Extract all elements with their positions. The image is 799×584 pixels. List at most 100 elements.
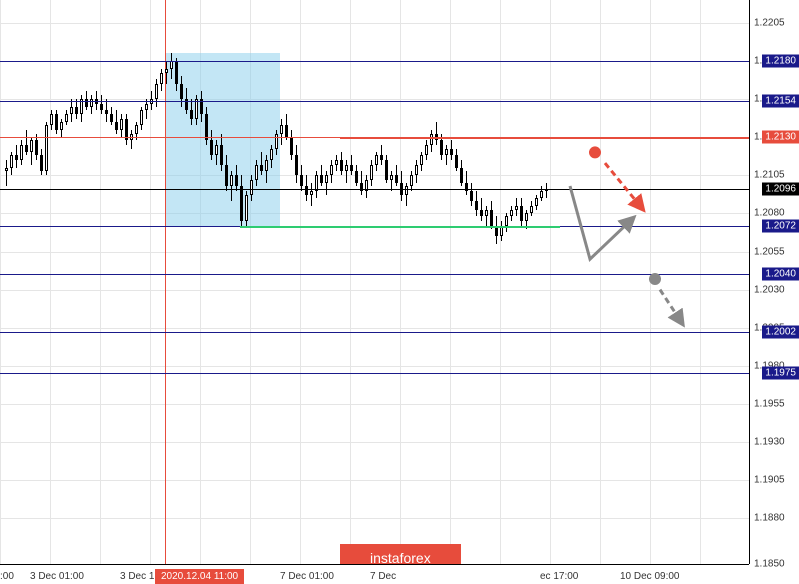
price-level-label: 1.2130 xyxy=(762,131,799,144)
candle xyxy=(220,134,223,171)
candle xyxy=(205,107,208,145)
candle xyxy=(175,58,178,92)
candle xyxy=(390,171,393,191)
price-level-label: 1.2040 xyxy=(762,268,799,281)
price-level-line xyxy=(0,373,749,374)
x-axis: :003 Dec 01:003 Dec 17 Dec 01:007 Decec … xyxy=(0,564,749,584)
candle xyxy=(370,160,373,186)
plot-area[interactable]: instaforex xyxy=(0,0,749,564)
candle xyxy=(460,160,463,186)
candle xyxy=(110,107,113,125)
candle xyxy=(430,130,433,153)
candle xyxy=(10,152,13,175)
y-tick-label: 1.2030 xyxy=(754,284,785,295)
candle xyxy=(365,175,368,198)
price-level-line xyxy=(0,101,749,102)
candle xyxy=(275,130,278,156)
date-marker: 2020.12.04 11:00 xyxy=(155,569,244,584)
x-tick-label: 7 Dec xyxy=(370,571,396,582)
candle xyxy=(510,206,513,221)
candle xyxy=(65,110,68,125)
price-level-label: 1.2180 xyxy=(762,54,799,67)
candle xyxy=(240,175,243,225)
price-level-line xyxy=(0,61,749,62)
y-tick-label: 1.2205 xyxy=(754,17,785,28)
candle xyxy=(90,95,93,115)
candle xyxy=(475,191,478,217)
candle xyxy=(385,155,388,182)
candle xyxy=(315,171,318,198)
candle xyxy=(235,165,238,191)
y-tick-label: 1.1955 xyxy=(754,398,785,409)
candle xyxy=(165,61,168,84)
candle xyxy=(420,152,423,170)
x-tick-label: 10 Dec 09:00 xyxy=(620,571,680,582)
candle xyxy=(295,145,298,183)
candle xyxy=(40,149,43,175)
candle xyxy=(225,155,228,190)
candle xyxy=(535,195,538,210)
price-level-label: 1.2096 xyxy=(762,183,799,196)
candle xyxy=(345,160,348,183)
candle xyxy=(530,201,533,216)
vertical-marker xyxy=(165,0,166,564)
price-level-label: 1.2154 xyxy=(762,94,799,107)
candle xyxy=(30,137,33,164)
candle xyxy=(500,221,503,241)
candle xyxy=(105,99,108,122)
price-level-label: 1.2002 xyxy=(762,326,799,339)
candle xyxy=(70,99,73,122)
candle xyxy=(470,183,473,206)
candle xyxy=(360,171,363,195)
candle xyxy=(155,79,158,106)
candle xyxy=(400,171,403,201)
candle xyxy=(145,99,148,119)
candle xyxy=(450,140,453,160)
candle xyxy=(160,69,163,92)
x-tick-label: 3 Dec 01:00 xyxy=(30,571,84,582)
x-tick-label: 3 Dec 1 xyxy=(120,571,154,582)
price-level-label: 1.2072 xyxy=(762,219,799,232)
candle xyxy=(380,145,383,165)
candle xyxy=(100,95,103,115)
y-tick-label: 1.1930 xyxy=(754,437,785,448)
y-tick-label: 1.1880 xyxy=(754,513,785,524)
candle xyxy=(180,76,183,106)
price-level-label: 1.1975 xyxy=(762,367,799,380)
candle xyxy=(325,171,328,195)
candle xyxy=(445,145,448,165)
candle xyxy=(265,155,268,182)
candle xyxy=(255,160,258,186)
candle xyxy=(245,191,248,226)
candle xyxy=(320,165,323,186)
candle xyxy=(435,122,438,145)
candle xyxy=(125,114,128,144)
candle xyxy=(340,152,343,175)
candle xyxy=(490,201,493,228)
candle xyxy=(425,140,428,160)
candle xyxy=(5,160,8,186)
price-level-line xyxy=(0,332,749,333)
candle xyxy=(120,114,123,137)
price-level-line xyxy=(0,189,749,190)
resistance-line xyxy=(340,137,749,139)
candle xyxy=(190,99,193,125)
candle xyxy=(50,110,53,130)
x-tick-label: :00 xyxy=(0,571,14,582)
candle xyxy=(20,140,23,164)
candle xyxy=(80,95,83,122)
y-tick-label: 1.2055 xyxy=(754,246,785,257)
candle xyxy=(230,171,233,201)
candle xyxy=(495,216,498,243)
candle xyxy=(45,122,48,175)
candle xyxy=(355,165,358,186)
candle xyxy=(55,110,58,134)
candle xyxy=(515,198,518,216)
y-tick-label: 1.2080 xyxy=(754,208,785,219)
candle xyxy=(465,171,468,195)
candle xyxy=(410,171,413,191)
candle xyxy=(75,99,78,119)
candle xyxy=(200,91,203,121)
candle xyxy=(290,130,293,160)
candle xyxy=(215,140,218,164)
